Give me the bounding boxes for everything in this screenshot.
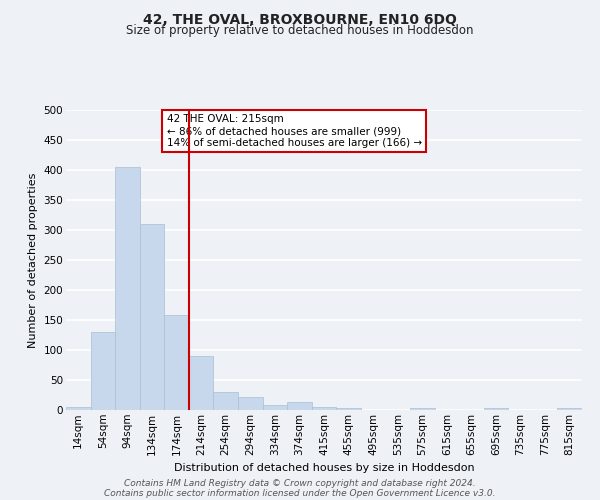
Bar: [263, 404, 287, 410]
Bar: [410, 408, 434, 410]
Text: Contains public sector information licensed under the Open Government Licence v3: Contains public sector information licen…: [104, 488, 496, 498]
Text: 42 THE OVAL: 215sqm
← 86% of detached houses are smaller (999)
14% of semi-detac: 42 THE OVAL: 215sqm ← 86% of detached ho…: [167, 114, 422, 148]
Bar: [557, 408, 582, 410]
Bar: [312, 407, 336, 410]
Bar: [164, 315, 189, 410]
Bar: [336, 408, 361, 410]
Text: Size of property relative to detached houses in Hoddesdon: Size of property relative to detached ho…: [126, 24, 474, 37]
Bar: [214, 392, 238, 410]
Bar: [91, 332, 115, 410]
Bar: [484, 408, 508, 410]
Bar: [189, 356, 214, 410]
X-axis label: Distribution of detached houses by size in Hoddesdon: Distribution of detached houses by size …: [173, 463, 475, 473]
Y-axis label: Number of detached properties: Number of detached properties: [28, 172, 38, 348]
Bar: [238, 397, 263, 410]
Bar: [115, 167, 140, 410]
Text: Contains HM Land Registry data © Crown copyright and database right 2024.: Contains HM Land Registry data © Crown c…: [124, 478, 476, 488]
Bar: [66, 407, 91, 410]
Text: 42, THE OVAL, BROXBOURNE, EN10 6DQ: 42, THE OVAL, BROXBOURNE, EN10 6DQ: [143, 12, 457, 26]
Bar: [140, 224, 164, 410]
Bar: [287, 402, 312, 410]
